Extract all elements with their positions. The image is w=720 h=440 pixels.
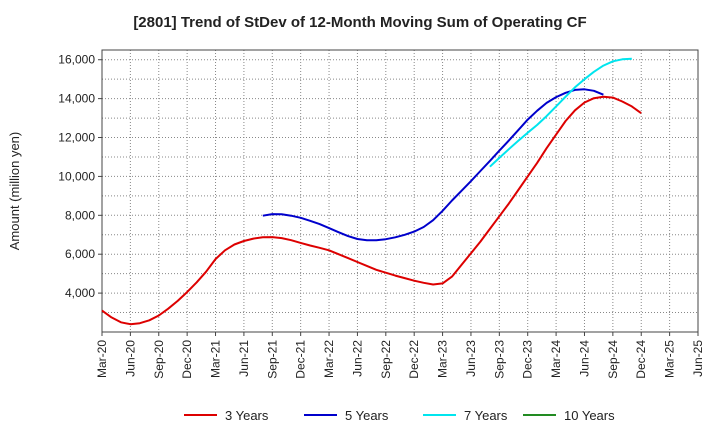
x-tick-label: Jun-24 xyxy=(577,340,591,377)
x-tick-label: Mar-20 xyxy=(95,340,109,378)
y-tick-label: 8,000 xyxy=(65,208,95,222)
x-tick-label: Dec-22 xyxy=(407,340,421,379)
x-tick-label: Jun-20 xyxy=(123,340,137,377)
grid xyxy=(101,50,699,332)
x-tick-label: Dec-24 xyxy=(634,340,648,379)
x-tick-label: Jun-21 xyxy=(237,340,251,377)
x-tick-label: Sep-22 xyxy=(379,340,393,379)
y-tick-label: 10,000 xyxy=(58,169,95,183)
x-tick-label: Jun-25 xyxy=(691,340,705,377)
x-tick-label: Mar-21 xyxy=(209,340,223,378)
x-tick-label: Dec-21 xyxy=(294,340,308,379)
legend-label-7-years: 7 Years xyxy=(464,408,508,423)
chart-title: [2801] Trend of StDev of 12-Month Moving… xyxy=(133,14,587,31)
plot-frame xyxy=(101,49,699,333)
axes xyxy=(101,49,699,333)
y-tick-label: 4,000 xyxy=(65,286,95,300)
x-tick-label: Sep-20 xyxy=(152,340,166,379)
legend-label-10-years: 10 Years xyxy=(564,408,615,423)
y-tick-labels: 4,000 6,000 8,000 10,000 12,000 14,000 16,000 xyxy=(58,53,102,300)
x-tick-label: Mar-22 xyxy=(322,340,336,378)
x-tick-labels: Mar-20 Jun-20 Sep-20 Dec-20 Mar-21 Jun-21 Sep-… xyxy=(95,332,705,379)
y-tick-label: 6,000 xyxy=(65,247,95,261)
legend-label-5-years: 5 Years xyxy=(345,408,389,423)
series-line-3-years xyxy=(101,95,642,326)
legend: 3 Years 5 Years 7 Years 10 Years xyxy=(184,408,615,423)
y-axis-label: Amount (million yen) xyxy=(7,132,22,251)
series-line-5-years xyxy=(262,88,604,242)
y-tick-label: 14,000 xyxy=(58,92,95,106)
x-tick-label: Dec-23 xyxy=(521,340,535,379)
x-tick-label: Sep-24 xyxy=(606,340,620,379)
y-tick-label: 12,000 xyxy=(58,131,95,145)
x-tick-label: Dec-20 xyxy=(180,340,194,379)
legend-label-3-years: 3 Years xyxy=(225,408,269,423)
x-tick-label: Jun-22 xyxy=(350,340,364,377)
y-tick-label: 16,000 xyxy=(58,53,95,67)
x-tick-label: Mar-24 xyxy=(549,340,563,378)
x-tick-label: Mar-23 xyxy=(436,340,450,378)
series-line-7-years xyxy=(489,57,632,168)
x-tick-label: Sep-23 xyxy=(492,340,506,379)
x-tick-label: Jun-23 xyxy=(464,340,478,377)
x-tick-label: Mar-25 xyxy=(663,340,677,378)
x-tick-label: Sep-21 xyxy=(265,340,279,379)
series-lines xyxy=(101,57,642,326)
